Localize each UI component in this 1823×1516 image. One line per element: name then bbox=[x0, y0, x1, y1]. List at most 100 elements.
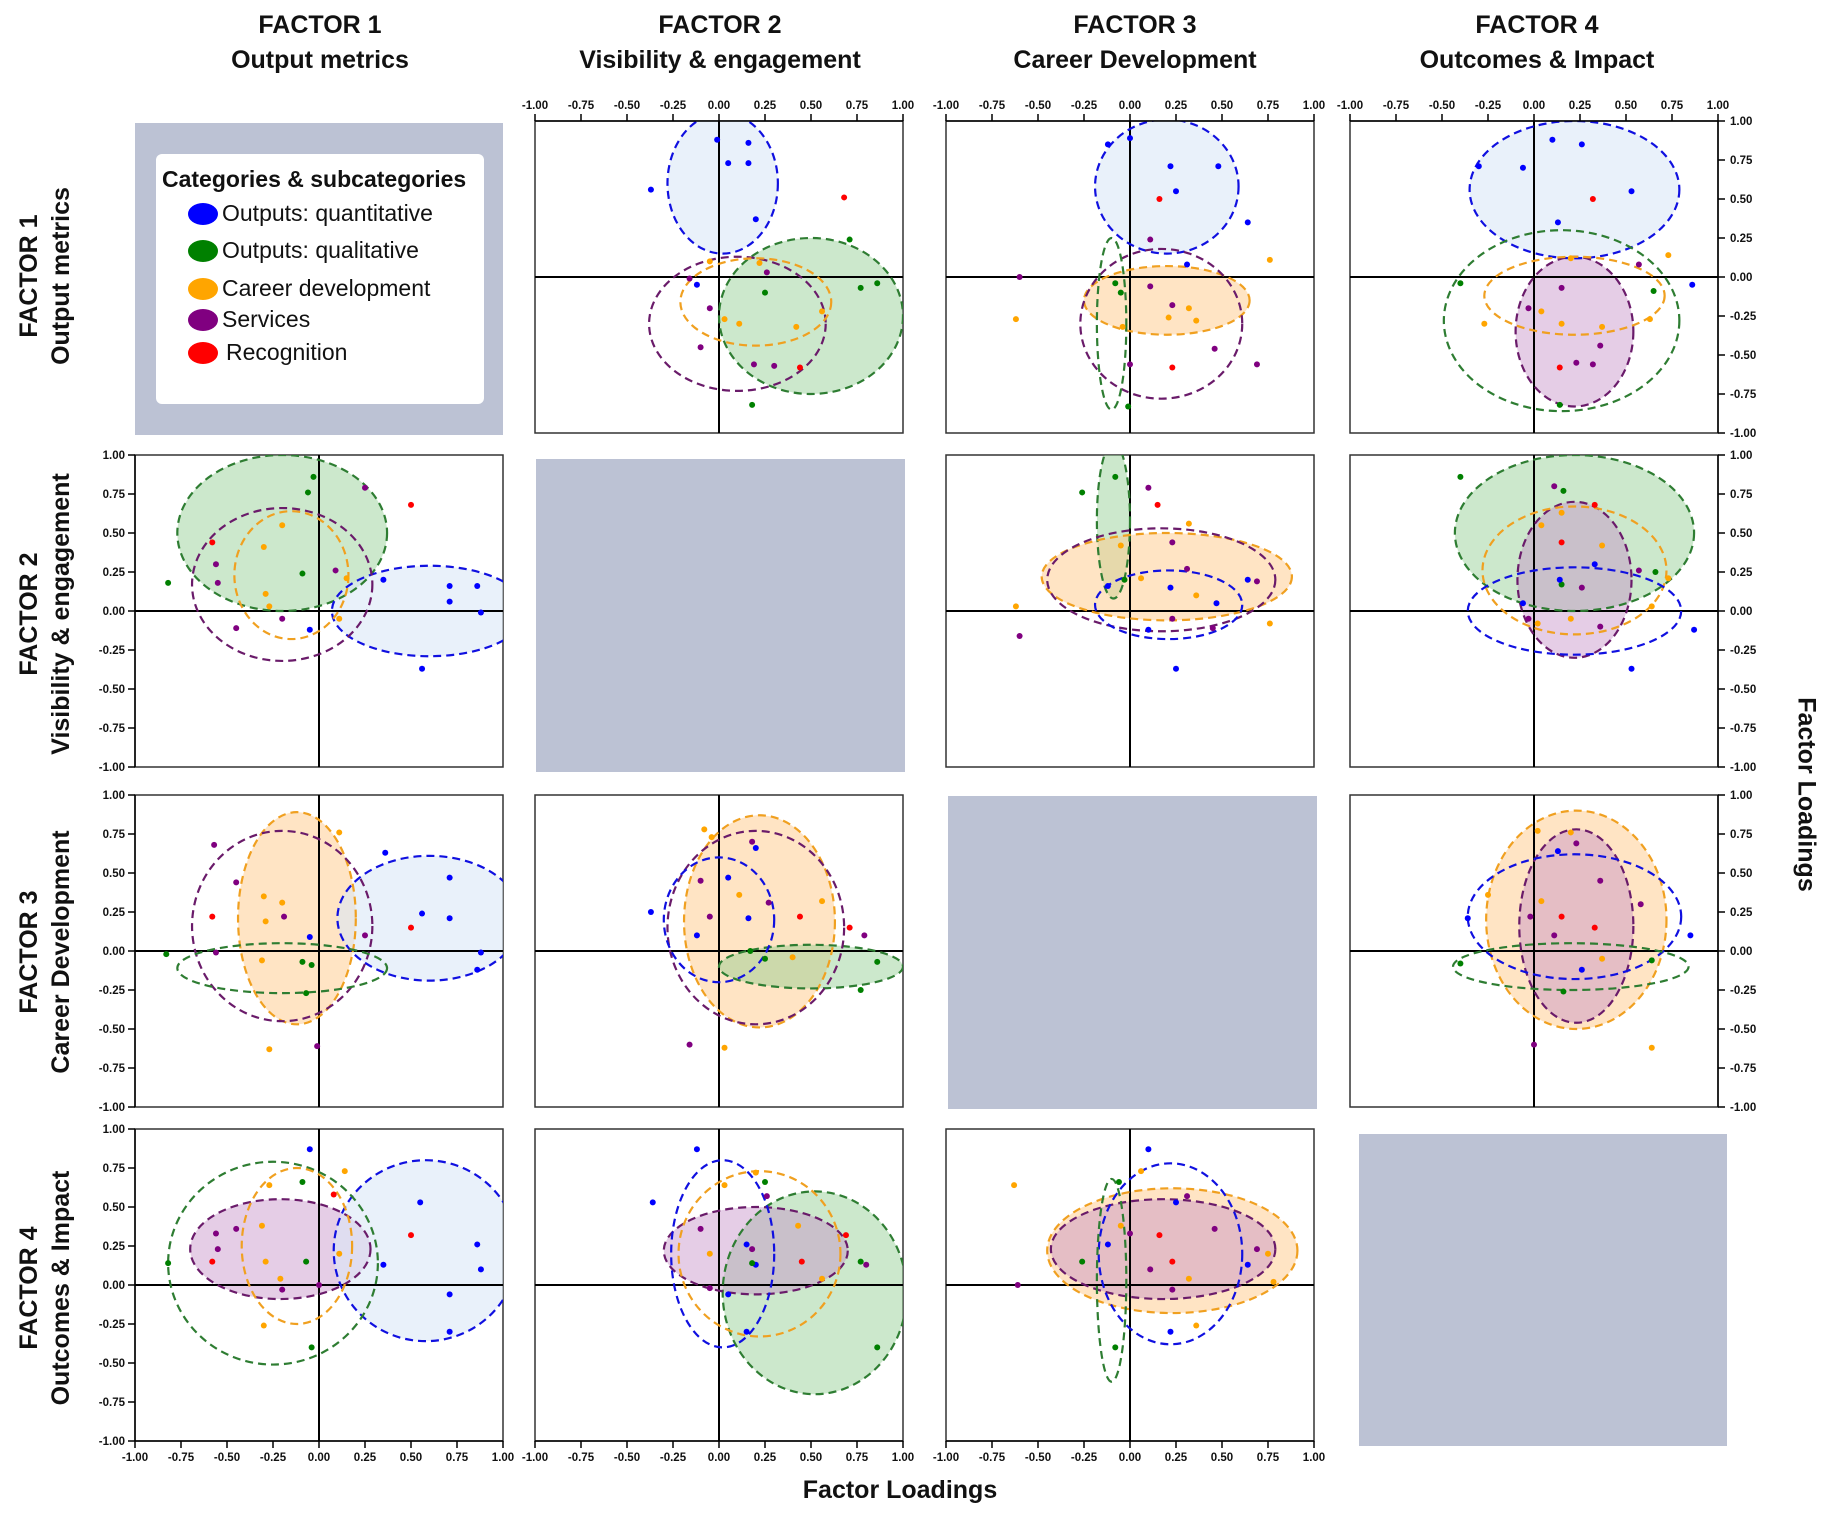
plot-area bbox=[946, 1129, 1314, 1441]
point-qual bbox=[749, 401, 756, 408]
tick-label: 0.00 bbox=[103, 946, 125, 958]
point-quant bbox=[1215, 163, 1222, 170]
point-services bbox=[1253, 361, 1260, 368]
tick-label: 1.00 bbox=[1730, 116, 1752, 128]
point-services bbox=[1184, 1193, 1191, 1200]
point-quant bbox=[1628, 665, 1635, 672]
tick-label: 1.00 bbox=[1303, 1452, 1325, 1464]
point-quant bbox=[1184, 261, 1191, 268]
point-quant bbox=[477, 949, 484, 956]
point-career bbox=[258, 957, 265, 964]
left-axis-row-4: -1.00 -0.75 -0.50 -0.25 0.00 0.25 0.50 0.75 1.00 bbox=[99, 1124, 136, 1448]
plot-area bbox=[135, 455, 503, 767]
tick-label: -0.25 bbox=[1730, 311, 1757, 323]
point-services bbox=[1211, 345, 1218, 352]
point-qual bbox=[165, 1260, 172, 1267]
point-services bbox=[697, 877, 704, 884]
point-services bbox=[1184, 565, 1191, 572]
legend-label: Outputs: quantitative bbox=[222, 200, 433, 226]
point-career bbox=[1648, 1044, 1655, 1051]
ellipse-services bbox=[662, 1205, 849, 1296]
column-title-factor-4: FACTOR 4 Outcomes & Impact bbox=[1327, 8, 1747, 78]
tick-label: -1.00 bbox=[1730, 1102, 1756, 1114]
tick-label: -0.75 bbox=[1730, 389, 1757, 401]
tick-label: -0.25 bbox=[99, 645, 126, 657]
tick-label: -0.75 bbox=[568, 1452, 595, 1464]
tick-label: -0.25 bbox=[1071, 100, 1098, 112]
tick-label: 1.00 bbox=[892, 1452, 914, 1464]
point-recog bbox=[1156, 196, 1163, 202]
point-services bbox=[1525, 615, 1532, 622]
point-services bbox=[1169, 615, 1176, 622]
point-quant bbox=[1104, 583, 1111, 590]
point-quant bbox=[1145, 626, 1152, 633]
ellipse-fill-qual bbox=[719, 944, 903, 989]
tick-label: 0.00 bbox=[1730, 606, 1752, 618]
point-services bbox=[1016, 632, 1023, 639]
point-career bbox=[336, 615, 343, 622]
tick-label: 0.25 bbox=[354, 1452, 377, 1464]
tick-label: -0.50 bbox=[99, 1024, 125, 1036]
point-services bbox=[1147, 1266, 1154, 1273]
factor-1-title: FACTOR 1 bbox=[258, 11, 382, 39]
top-axis-col-4: -1.00 -0.75 -0.50 -0.25 0.00 0.25 0.50 0.75 1.00 bbox=[1337, 100, 1729, 122]
point-services bbox=[1525, 305, 1532, 312]
tick-label: -1.00 bbox=[933, 100, 959, 112]
plot-area bbox=[1350, 121, 1718, 433]
point-quant bbox=[693, 1146, 700, 1153]
ellipse-career bbox=[1485, 809, 1668, 1031]
point-services bbox=[749, 838, 756, 845]
point-career bbox=[1558, 509, 1565, 516]
ellipse-career bbox=[1082, 264, 1251, 336]
point-career bbox=[1119, 323, 1126, 330]
point-qual bbox=[857, 1258, 864, 1265]
point-career bbox=[736, 891, 743, 898]
point-quant bbox=[419, 665, 426, 672]
ellipse-fill-services bbox=[1050, 1199, 1276, 1300]
tick-label: 0.25 bbox=[1730, 233, 1753, 245]
tick-label: -0.75 bbox=[168, 1452, 195, 1464]
point-qual bbox=[1079, 489, 1086, 496]
factor-4-subtitle: Outcomes & Impact bbox=[1419, 46, 1655, 74]
tick-label: -1.00 bbox=[933, 1452, 959, 1464]
point-quant bbox=[1167, 163, 1174, 170]
point-quant bbox=[446, 583, 453, 590]
point-qual bbox=[1560, 988, 1567, 995]
tick-label: -0.25 bbox=[1730, 645, 1757, 657]
point-career bbox=[1646, 316, 1653, 323]
ellipse-fill-services bbox=[1517, 501, 1632, 658]
point-recog bbox=[1589, 196, 1596, 202]
column-title-factor-1: FACTOR 1 Output metrics bbox=[110, 8, 530, 78]
plot-area bbox=[946, 455, 1314, 767]
ellipse-services bbox=[666, 829, 846, 1026]
ellipse-services bbox=[189, 1198, 372, 1301]
ellipse-qual bbox=[1442, 229, 1681, 413]
point-services bbox=[763, 269, 770, 276]
point-recog bbox=[1591, 924, 1598, 931]
point-services bbox=[1573, 359, 1580, 366]
ellipse-fill-quant bbox=[667, 121, 778, 254]
column-title-factor-3: FACTOR 3 Career Development bbox=[925, 8, 1345, 78]
point-career bbox=[1599, 955, 1606, 962]
point-services bbox=[362, 484, 368, 491]
point-qual bbox=[1112, 280, 1119, 287]
legend-label: Career development bbox=[222, 275, 431, 301]
ellipse-services bbox=[1518, 828, 1635, 1024]
ellipse-career bbox=[677, 1170, 842, 1338]
point-qual bbox=[310, 473, 317, 480]
tick-label: 0.50 bbox=[1211, 1452, 1233, 1464]
tick-label: 0.00 bbox=[1119, 100, 1141, 112]
point-services bbox=[1551, 483, 1558, 490]
tick-label: 0.50 bbox=[1615, 100, 1637, 112]
point-quant bbox=[1578, 966, 1585, 973]
plot-area bbox=[135, 1129, 503, 1441]
point-qual bbox=[303, 1258, 310, 1265]
tick-label: -0.25 bbox=[99, 1319, 126, 1331]
panel-r4-c2 bbox=[534, 1128, 904, 1442]
tick-label: 0.00 bbox=[103, 1280, 125, 1292]
point-services bbox=[1635, 261, 1642, 268]
point-services bbox=[1169, 302, 1176, 309]
top-axis-col-2: -1.00 -0.75 -0.50 -0.25 0.00 0.25 0.50 0.75 1.00 bbox=[522, 100, 914, 122]
point-services bbox=[1145, 484, 1152, 491]
